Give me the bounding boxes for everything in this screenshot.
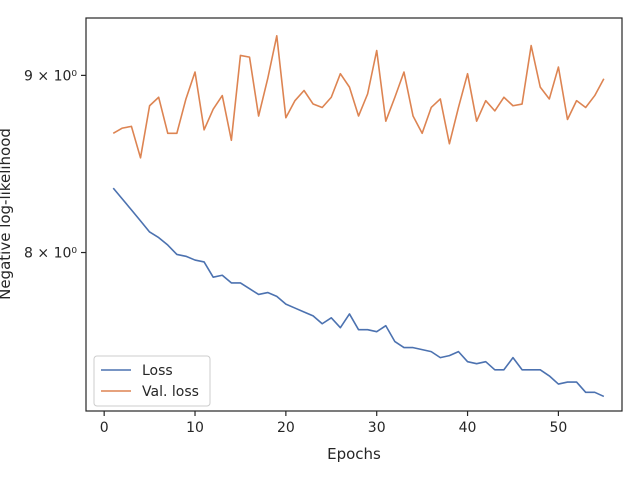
x-tick-label: 0: [100, 420, 109, 436]
y-axis-label: Negative log-likelihood: [0, 128, 14, 300]
y-tick-label: 9 × 10⁰: [24, 68, 77, 84]
legend-label-loss: Loss: [142, 363, 173, 379]
series-line-loss: [112, 187, 605, 398]
x-tick-label: 10: [186, 420, 204, 436]
series-lines: [112, 34, 605, 398]
series-line-val-loss: [112, 34, 605, 159]
x-tick-label: 40: [459, 420, 477, 436]
legend: Loss Val. loss: [93, 355, 211, 407]
x-tick-label: 20: [277, 420, 295, 436]
plot-frame: [85, 17, 623, 412]
y-axis-ticks: 8 × 10⁰ 9 × 10⁰: [24, 68, 86, 262]
x-axis-ticks: 0 10 20 30 40 50: [100, 411, 567, 436]
y-tick-label: 8 × 10⁰: [24, 246, 77, 262]
x-axis-label: Epochs: [327, 445, 381, 463]
legend-label-val-loss: Val. loss: [142, 384, 199, 400]
x-tick-label: 50: [549, 420, 567, 436]
legend-box: [93, 355, 211, 407]
x-tick-label: 30: [368, 420, 386, 436]
